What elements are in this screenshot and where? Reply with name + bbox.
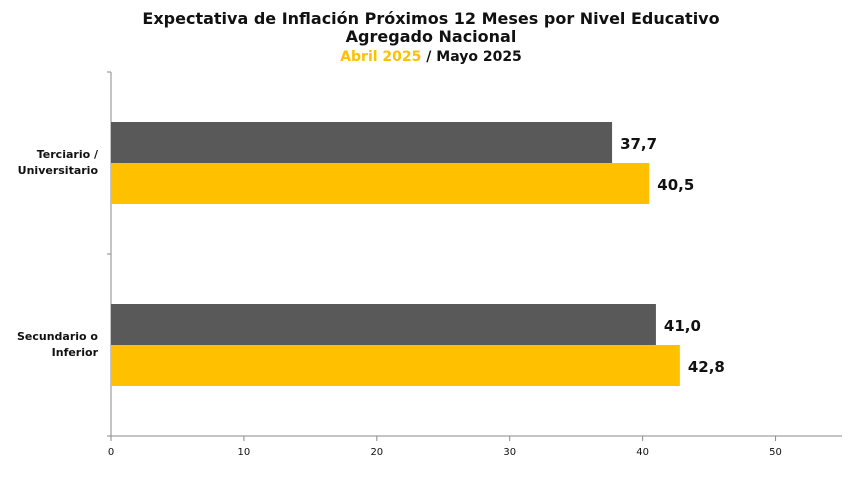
category-label-line: Terciario / — [37, 148, 99, 161]
x-tick-label: 10 — [238, 447, 251, 458]
data-label-mayo: 41,0 — [664, 317, 701, 335]
data-label-abril: 40,5 — [657, 176, 694, 194]
x-tick-label: 20 — [370, 447, 383, 458]
bar-abril — [111, 163, 650, 204]
x-tick-label: 50 — [769, 447, 782, 458]
bar-abril — [111, 345, 680, 386]
data-label-mayo: 37,7 — [620, 135, 657, 153]
period-a-label: Abril 2025 — [340, 48, 422, 65]
data-label-abril: 42,8 — [688, 358, 725, 376]
bar-mayo — [111, 304, 656, 345]
chart-period-line: Abril 2025 / Mayo 2025 — [0, 49, 862, 65]
chart-title-block: Expectativa de Inflación Próximos 12 Mes… — [0, 9, 862, 65]
chart-title: Expectativa de Inflación Próximos 12 Mes… — [142, 9, 720, 28]
bars-group: Terciario / Universitario 37,7 40,5 Secundar… — [17, 122, 725, 386]
category-label-line: Universitario — [18, 164, 99, 177]
x-tick-label: 0 — [108, 447, 114, 458]
category-label-line: Secundario o — [17, 330, 98, 343]
bar-mayo — [111, 122, 613, 163]
period-separator: / — [421, 48, 437, 65]
category-label: Terciario / Universitario — [18, 148, 99, 177]
x-tick-label: 30 — [503, 447, 516, 458]
category-label-line: Inferior — [52, 346, 99, 359]
chart-subtitle: Agregado Nacional — [345, 27, 517, 47]
category-label: Secundario o Inferior — [17, 330, 99, 359]
x-tick-label: 40 — [636, 447, 649, 458]
period-b-label: Mayo 2025 — [436, 48, 522, 65]
